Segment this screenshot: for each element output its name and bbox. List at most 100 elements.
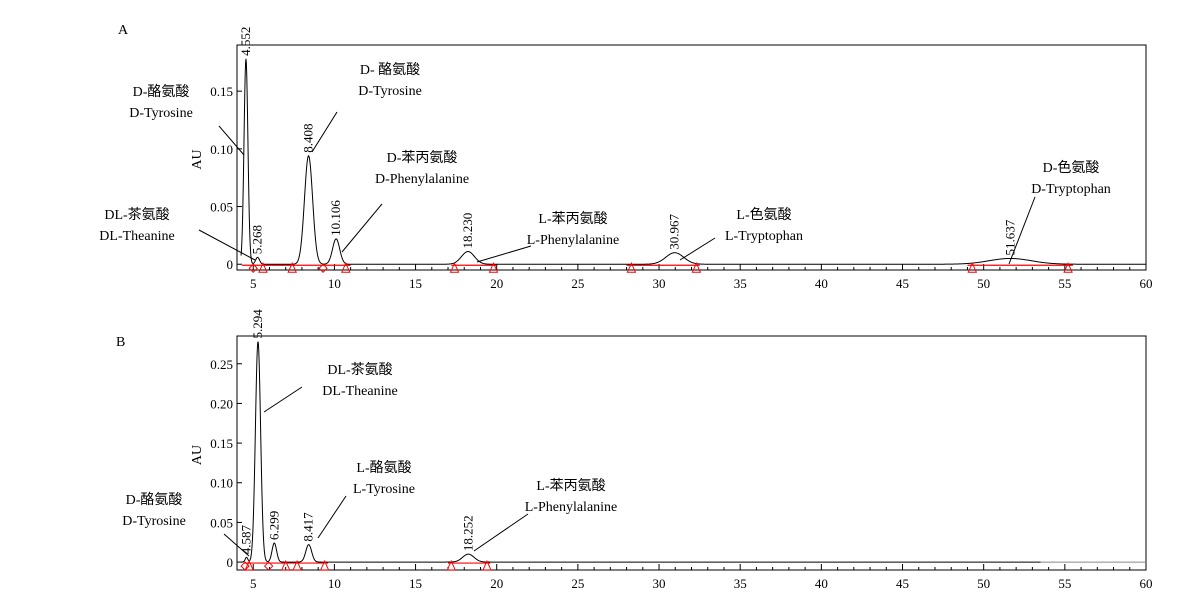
x-tick-label: 45 <box>896 276 909 291</box>
annotation-zh: L-酪氨酸 <box>356 460 411 476</box>
annotation-zh: L-苯丙氨酸 <box>538 210 607 227</box>
x-tick-label: 25 <box>571 576 584 591</box>
x-tick-label: 40 <box>815 576 828 591</box>
x-tick-label: 20 <box>490 576 503 591</box>
integration-marker <box>258 261 268 273</box>
annotation-zh: D- 酪氨酸 <box>360 62 420 78</box>
x-tick-label: 60 <box>1140 576 1153 591</box>
integration-marker <box>1063 261 1073 273</box>
x-tick-label: 60 <box>1140 276 1153 291</box>
x-tick-label: 55 <box>1058 276 1071 291</box>
integration-marker <box>626 261 637 273</box>
peak-rt-label: 8.417 <box>301 512 316 542</box>
x-tick-label: 15 <box>409 576 422 591</box>
integration-marker <box>292 559 302 571</box>
peak-rt-label: 5.294 <box>250 309 265 339</box>
annotation-zh: L-苯丙氨酸 <box>536 477 605 494</box>
annotation-en: L-Tyrosine <box>353 482 415 497</box>
peak-rt-label: 10.106 <box>328 200 343 236</box>
integration-marker <box>318 263 328 273</box>
annotation-leader <box>679 237 716 261</box>
annotation-zh: DL-茶氨酸 <box>104 207 169 223</box>
integration-marker <box>488 261 499 273</box>
panel-label: A <box>118 23 129 38</box>
annotation-en: D-Tyrosine <box>129 106 193 121</box>
annotation-leader <box>317 495 347 539</box>
annotation-en: DL-Theanine <box>99 229 174 244</box>
y-tick-label: 0 <box>227 257 234 272</box>
integration-marker <box>691 261 702 273</box>
y-tick-label: 0.15 <box>210 436 233 451</box>
peak-rt-label: 4.552 <box>238 27 253 56</box>
panel-a: A AU 0 0.05 0.10 0.15 5 10 15 20 25 30 35 40 45 50 55 60 4… <box>99 23 1152 291</box>
chromatogram-trace <box>240 58 1146 265</box>
annotation-leader <box>476 245 532 263</box>
y-tick-label: 0.10 <box>210 476 233 491</box>
annotation-zh: D-苯丙氨酸 <box>387 149 458 166</box>
x-tick-label: 30 <box>653 276 666 291</box>
integration-marker <box>287 261 297 273</box>
annotation-zh: DL-茶氨酸 <box>327 362 392 378</box>
panel-b: B AU 0 0.05 0.10 0.15 0.20 0.25 5 10 15 20 25 30 35 40 4… <box>116 309 1153 591</box>
integration-marker <box>482 559 492 571</box>
peak-rt-label: 18.230 <box>460 213 475 249</box>
y-tick-label: 0.20 <box>210 396 233 411</box>
panel-label: B <box>116 335 125 350</box>
annotation-en: L-Phenylalanine <box>525 500 618 515</box>
x-tick-label: 50 <box>977 576 990 591</box>
x-tick-label: 15 <box>409 276 422 291</box>
integration-marker <box>967 261 978 273</box>
integration-marker <box>340 261 351 273</box>
peak-rt-label: 8.408 <box>301 124 316 153</box>
annotation-leader <box>218 125 245 156</box>
annotation-leader <box>473 513 529 552</box>
integration-marker <box>449 261 460 273</box>
peak-rt-label: 30.967 <box>667 213 682 249</box>
annotation-en: D-Tyrosine <box>358 84 422 99</box>
x-tick-label: 45 <box>896 576 909 591</box>
annotation-leader <box>1008 196 1036 265</box>
annotation-leader <box>341 203 383 253</box>
x-tick-label: 50 <box>977 276 990 291</box>
integration-marker <box>248 263 258 273</box>
y-tick-label: 0.25 <box>210 357 233 372</box>
annotation-leader <box>198 229 256 261</box>
peak-rt-label: 6.299 <box>266 511 281 540</box>
annotation-leader <box>311 111 338 153</box>
x-tick-label: 35 <box>734 276 747 291</box>
integration-marker <box>446 559 457 571</box>
integration-marker <box>280 559 291 571</box>
peak-rt-label: 18.252 <box>460 515 475 551</box>
integration-marker <box>263 561 274 571</box>
y-axis-label: AU <box>190 445 205 465</box>
x-tick-label: 5 <box>250 576 257 591</box>
annotation-leader <box>223 533 250 557</box>
annotation-zh: D-酪氨酸 <box>133 84 190 100</box>
y-tick-label: 0.15 <box>210 84 233 99</box>
peak-rt-label: 51.637 <box>1002 219 1017 255</box>
annotation-zh: D-酪氨酸 <box>126 492 183 508</box>
peak-rt-label: 5.268 <box>250 225 265 254</box>
annotation-en: L-Tryptophan <box>725 229 803 244</box>
peak-rt-label: 4.587 <box>239 525 254 555</box>
annotation-en: D-Phenylalanine <box>375 172 469 187</box>
annotation-en: L-Phenylalanine <box>527 233 620 248</box>
annotation-zh: L-色氨酸 <box>736 206 791 223</box>
annotation-en: DL-Theanine <box>322 384 397 399</box>
integration-marker <box>244 559 254 571</box>
annotation-leader <box>263 386 303 413</box>
x-tick-label: 30 <box>653 576 666 591</box>
x-tick-label: 35 <box>734 576 747 591</box>
x-tick-label: 10 <box>328 276 341 291</box>
y-tick-label: 0.10 <box>210 142 233 157</box>
x-tick-label: 40 <box>815 276 828 291</box>
x-tick-label: 55 <box>1058 576 1071 591</box>
integration-marker <box>319 559 330 571</box>
annotation-en: D-Tyrosine <box>122 514 186 529</box>
x-tick-label: 10 <box>328 576 341 591</box>
annotation-en: D-Tryptophan <box>1031 182 1111 197</box>
y-tick-label: 0.05 <box>210 515 233 530</box>
x-tick-label: 5 <box>250 276 257 291</box>
annotation-zh: D-色氨酸 <box>1043 159 1100 176</box>
